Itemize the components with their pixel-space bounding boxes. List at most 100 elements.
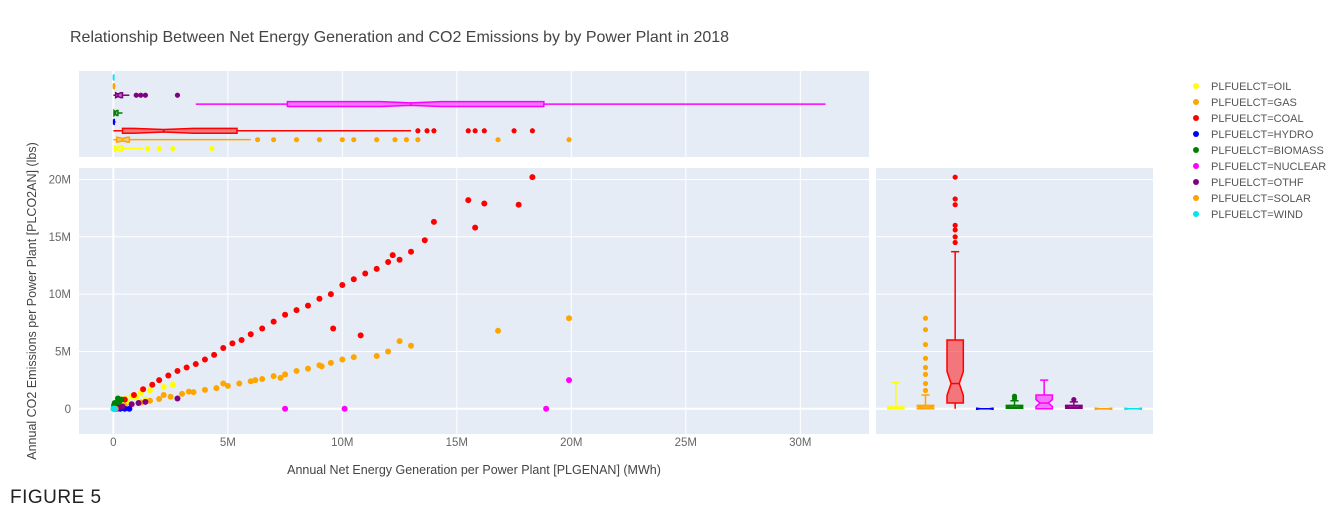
data-point-oil: [169, 381, 176, 388]
outlier-y: [922, 387, 929, 394]
data-point-nuclear: [282, 405, 289, 412]
box-x-2: [121, 127, 238, 134]
outlier-x: [271, 137, 277, 143]
outlier-y: [952, 234, 958, 240]
legend-label: PLFUELCT=SOLAR: [1211, 193, 1311, 205]
data-point-nuclear: [341, 405, 348, 412]
data-point-coal: [396, 256, 403, 263]
data-point-othf: [142, 398, 149, 405]
data-point-coal: [201, 356, 208, 363]
data-point-othf: [174, 395, 181, 402]
y-axis-title: Annual CO2 Emissions per Power Plant [PL…: [25, 142, 39, 460]
x-tick-label: 10M: [331, 437, 353, 449]
outlier-x: [566, 137, 572, 143]
box-y-8: [1124, 407, 1143, 411]
data-point-gas: [293, 367, 300, 374]
data-point-gas: [270, 373, 277, 380]
marginal-y-boxes: [886, 174, 1143, 411]
outlier-x: [415, 128, 421, 134]
outlier-x: [529, 128, 535, 134]
data-point-coal: [373, 265, 380, 272]
outlier-x: [293, 137, 300, 143]
legend-label: PLFUELCT=OTHF: [1211, 177, 1304, 189]
y-tick-label: 5M: [55, 346, 71, 358]
outlier-x: [403, 137, 410, 143]
data-point-gas: [185, 388, 192, 395]
data-point-gas: [167, 393, 174, 400]
data-point-hydro: [126, 405, 133, 412]
box-y-7: [1094, 407, 1113, 411]
outlier-x: [174, 92, 181, 98]
data-point-gas: [327, 359, 334, 366]
data-point-coal: [362, 270, 369, 277]
data-point-gas: [373, 353, 380, 360]
data-point-oil: [160, 383, 167, 390]
data-point-othf: [128, 401, 135, 408]
data-point-coal: [421, 237, 428, 244]
outlier-y: [952, 222, 958, 228]
data-point-oil: [146, 387, 153, 394]
legend-marker: [1193, 99, 1199, 105]
data-point-coal: [229, 340, 236, 347]
legend-label: PLFUELCT=HYDRO: [1211, 129, 1314, 141]
box-x-5: [286, 100, 545, 108]
data-point-gas: [179, 390, 186, 397]
data-point-gas: [201, 386, 208, 393]
data-point-coal: [165, 372, 172, 379]
outlier-y: [952, 174, 958, 180]
data-point-coal: [130, 392, 137, 399]
data-point-coal: [350, 276, 357, 283]
legend: PLFUELCT=OIL PLFUELCT=GAS PLFUELCT=COAL PLF…: [1193, 81, 1326, 221]
legend-label: PLFUELCT=GAS: [1211, 97, 1297, 109]
outlier-x: [142, 92, 149, 98]
y-tick-label: 10M: [49, 289, 71, 301]
data-point-coal: [316, 295, 323, 302]
legend-marker: [1193, 195, 1199, 201]
outlier-x: [170, 145, 176, 152]
data-point-gas: [339, 356, 346, 363]
outlier-y: [922, 315, 929, 321]
data-point-coal: [247, 331, 254, 338]
x-tick-label: 15M: [446, 437, 468, 449]
box-y-2: [946, 339, 965, 404]
grid-main: [79, 168, 869, 434]
data-point-coal: [529, 174, 536, 181]
x-tick-label: 20M: [560, 437, 582, 449]
outlier-y: [922, 380, 929, 387]
data-point-coal: [304, 302, 311, 309]
legend-label: PLFUELCT=WIND: [1211, 209, 1303, 221]
data-point-gas: [247, 378, 254, 385]
outlier-x: [351, 137, 357, 143]
outlier-y: [952, 202, 958, 208]
outlier-y: [952, 227, 958, 233]
data-point-gas: [495, 327, 502, 334]
x-tick-label: 0: [110, 437, 116, 449]
outlier-y: [1071, 397, 1077, 403]
data-point-coal: [238, 336, 245, 343]
data-point-coal: [192, 361, 199, 368]
main-plot-panel: [79, 168, 869, 434]
data-point-wind: [111, 405, 118, 412]
outlier-y: [1011, 393, 1018, 399]
data-point-gas: [385, 348, 392, 355]
data-point-biomass: [114, 395, 121, 402]
data-point-gas: [146, 397, 153, 404]
data-point-coal: [515, 201, 522, 208]
data-point-gas: [156, 396, 163, 403]
data-point-gas: [277, 374, 284, 381]
x-tick-label: 30M: [789, 437, 811, 449]
x-tick-label: 25M: [675, 437, 697, 449]
outlier-x: [495, 137, 501, 143]
data-point-coal: [174, 367, 181, 374]
chart-svg: Relationship Between Net Energy Generati…: [25, 29, 1326, 477]
outlier-x: [374, 137, 380, 143]
data-point-coal: [389, 252, 396, 259]
data-point-nuclear: [566, 377, 573, 384]
scatter-points: [110, 174, 573, 412]
x-axis-title: Annual Net Energy Generation per Power P…: [287, 463, 661, 477]
y-tick-label: 15M: [49, 232, 71, 244]
legend-marker: [1193, 131, 1199, 137]
outlier-y: [922, 341, 929, 348]
outlier-x: [255, 137, 261, 143]
box-x-0: [113, 144, 124, 153]
